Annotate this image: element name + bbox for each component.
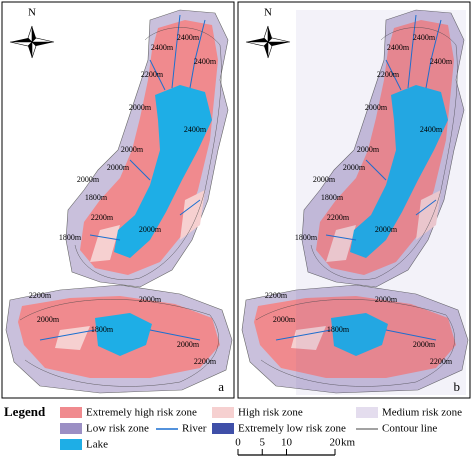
contour-label: 2000m [375, 225, 398, 234]
legend-label: River [182, 423, 207, 435]
scale-unit: km [341, 437, 356, 449]
contour-label: 2000m [107, 163, 130, 172]
contour-label: 2000m [37, 315, 60, 324]
contour-label: 2200m [430, 357, 453, 366]
contour-label: 2400m [194, 57, 217, 66]
contour-label: 1800m [327, 325, 350, 334]
contour-label: 2200m [141, 70, 164, 79]
contour-label: 2400m [430, 57, 453, 66]
contour-label: 2000m [365, 103, 388, 112]
legend: Legend Extremely high risk zone High ris… [4, 404, 462, 451]
legend-swatch [60, 423, 82, 434]
legend-label: Extremely low risk zone [238, 423, 346, 435]
map-panel: N2400m2400m2400m2200m2000m2400m2000m2000… [1, 1, 235, 399]
legend-swatch [212, 407, 234, 418]
contour-label: 2000m [177, 340, 200, 349]
legend-label: High risk zone [238, 407, 303, 419]
contour-label: 2000m [313, 175, 336, 184]
contour-label: 2400m [151, 43, 174, 52]
contour-label: 1800m [59, 233, 82, 242]
contour-label: 2400m [387, 43, 410, 52]
contour-label: 2000m [375, 295, 398, 304]
contour-label: 2200m [29, 291, 52, 300]
legend-label: Lake [86, 439, 108, 451]
contour-label: 2000m [273, 315, 296, 324]
contour-label: 1800m [295, 233, 318, 242]
scale-tick-label: 20 [330, 437, 342, 449]
panel-label: a [218, 379, 224, 394]
legend-swatch [212, 423, 234, 434]
contour-label: 2000m [139, 295, 162, 304]
contour-label: 2400m [413, 33, 436, 42]
legend-label: Low risk zone [86, 423, 149, 435]
legend-swatch [60, 439, 82, 450]
contour-label: 2200m [377, 70, 400, 79]
contour-label: 2000m [129, 103, 152, 112]
panels: N2400m2400m2400m2200m2000m2400m2000m2000… [1, 1, 471, 399]
contour-label: 2000m [357, 145, 380, 154]
contour-label: 2200m [265, 291, 288, 300]
contour-label: 2000m [121, 145, 144, 154]
legend-label: Extremely high risk zone [86, 407, 197, 419]
risk-overlay [296, 10, 466, 395]
contour-label: 1800m [91, 325, 114, 334]
north-label: N [28, 7, 36, 19]
legend-swatch [60, 407, 82, 418]
north-label: N [264, 7, 272, 19]
contour-label: 2000m [343, 163, 366, 172]
contour-label: 2000m [139, 225, 162, 234]
contour-label: 1800m [85, 193, 108, 202]
legend-label: Medium risk zone [382, 407, 462, 419]
scale-tick-label: 0 [235, 437, 241, 449]
scale-tick-label: 10 [281, 437, 293, 449]
scale-tick-label: 5 [260, 437, 266, 449]
legend-label: Contour line [382, 423, 437, 435]
scale-bar: 0 5 10 20 km [235, 437, 356, 456]
contour-label: 2200m [91, 213, 114, 222]
legend-swatch [356, 407, 378, 418]
contour-label: 2000m [77, 175, 100, 184]
legend-title: Legend [4, 404, 46, 419]
map-panel: N2400m2400m2400m2200m2000m2400m2000m2000… [237, 1, 471, 399]
contour-label: 2000m [413, 340, 436, 349]
contour-label: 1800m [321, 193, 344, 202]
contour-label: 2200m [194, 357, 217, 366]
contour-label: 2400m [420, 125, 443, 134]
contour-label: 2400m [184, 125, 207, 134]
contour-label: 2200m [327, 213, 350, 222]
contour-label: 2400m [177, 33, 200, 42]
panel-label: b [454, 379, 461, 394]
